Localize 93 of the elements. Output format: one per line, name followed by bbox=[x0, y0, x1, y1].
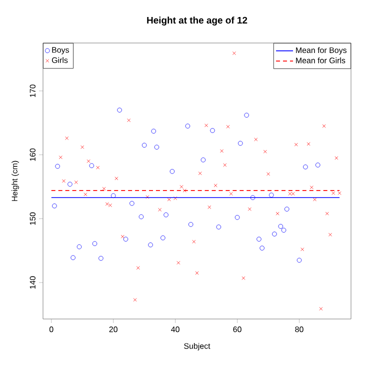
point bbox=[102, 186, 106, 190]
point bbox=[210, 128, 215, 133]
point bbox=[256, 236, 262, 242]
point bbox=[55, 164, 60, 169]
point bbox=[204, 124, 208, 128]
point bbox=[268, 192, 274, 198]
point bbox=[229, 192, 233, 196]
point bbox=[148, 242, 153, 248]
point bbox=[58, 156, 62, 160]
point bbox=[226, 124, 230, 128]
point bbox=[250, 195, 256, 200]
point bbox=[208, 205, 212, 209]
point bbox=[160, 235, 166, 240]
point bbox=[234, 215, 240, 220]
point bbox=[338, 191, 342, 195]
point bbox=[185, 124, 190, 128]
point bbox=[52, 204, 57, 208]
point bbox=[276, 212, 280, 216]
point bbox=[170, 169, 175, 174]
point bbox=[164, 212, 168, 218]
point bbox=[192, 240, 196, 244]
point bbox=[263, 150, 267, 154]
point bbox=[105, 202, 109, 206]
point bbox=[120, 234, 124, 238]
point bbox=[76, 244, 82, 250]
point bbox=[238, 140, 243, 146]
point bbox=[130, 200, 134, 206]
chart-title: Height at the age of 12 bbox=[147, 16, 248, 26]
point bbox=[303, 164, 308, 170]
point bbox=[74, 180, 78, 184]
point bbox=[284, 206, 290, 212]
point bbox=[158, 208, 162, 212]
point bbox=[300, 248, 304, 252]
point bbox=[108, 204, 112, 208]
point bbox=[80, 145, 84, 149]
point bbox=[68, 182, 72, 187]
point bbox=[306, 142, 310, 146]
point bbox=[174, 196, 178, 200]
point bbox=[232, 51, 236, 55]
point bbox=[198, 172, 202, 176]
point bbox=[220, 149, 224, 153]
point bbox=[86, 159, 90, 163]
point bbox=[200, 158, 206, 162]
point bbox=[310, 186, 314, 190]
point bbox=[281, 228, 286, 233]
point bbox=[84, 192, 88, 196]
point bbox=[167, 198, 171, 202]
point bbox=[92, 241, 98, 246]
point bbox=[214, 184, 218, 188]
point bbox=[133, 298, 137, 302]
point bbox=[216, 224, 222, 230]
point bbox=[154, 144, 160, 150]
point bbox=[260, 246, 264, 250]
point bbox=[127, 118, 131, 122]
point bbox=[294, 142, 298, 146]
point bbox=[62, 179, 66, 183]
point bbox=[110, 193, 116, 198]
point bbox=[291, 192, 295, 196]
point bbox=[322, 124, 326, 128]
point bbox=[328, 232, 332, 236]
point bbox=[151, 128, 156, 134]
point bbox=[123, 236, 128, 242]
point bbox=[278, 224, 284, 229]
point bbox=[223, 163, 227, 167]
point bbox=[325, 212, 329, 216]
point bbox=[244, 112, 249, 118]
point bbox=[136, 266, 140, 270]
point bbox=[89, 163, 94, 168]
point bbox=[142, 142, 147, 148]
point bbox=[180, 185, 184, 188]
point bbox=[248, 207, 252, 211]
point bbox=[176, 261, 180, 265]
point bbox=[182, 188, 186, 192]
point bbox=[96, 166, 100, 170]
point bbox=[146, 195, 150, 199]
point bbox=[266, 172, 270, 176]
point bbox=[188, 222, 194, 227]
point bbox=[70, 255, 76, 260]
point bbox=[98, 256, 104, 261]
point bbox=[288, 192, 292, 196]
point bbox=[242, 276, 246, 280]
point bbox=[296, 258, 302, 263]
point bbox=[319, 307, 323, 311]
point bbox=[117, 108, 122, 112]
point bbox=[272, 232, 277, 236]
point bbox=[334, 156, 338, 160]
point bbox=[332, 191, 336, 195]
point bbox=[313, 198, 316, 202]
point bbox=[114, 176, 118, 180]
point bbox=[138, 214, 144, 220]
point bbox=[65, 136, 69, 140]
point bbox=[254, 138, 258, 142]
point bbox=[315, 162, 320, 168]
